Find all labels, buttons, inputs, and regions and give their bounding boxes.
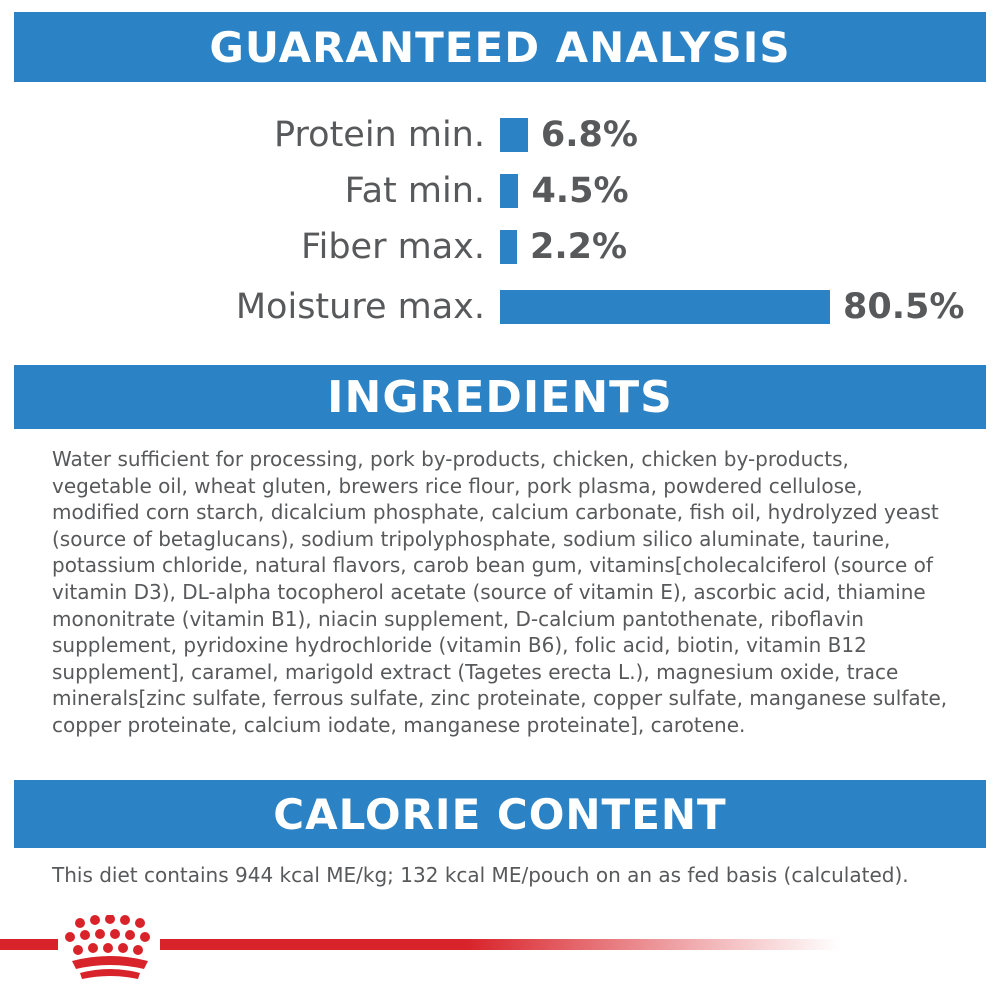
ingredients-list: Water sufficient for processing, pork by… (52, 447, 948, 737)
nutrient-label-fat-min: Fat min. (344, 171, 485, 211)
nutrient-value-protein-min: 6.8% (540, 115, 638, 155)
royal-canin-crown-icon (65, 915, 150, 979)
footer-stripe-right (160, 939, 840, 950)
ingredients-header: INGREDIENTS (14, 365, 986, 429)
nutrient-value-fat-min: 4.5% (531, 171, 629, 211)
nutrient-bar-fiber-max (500, 230, 517, 264)
nutrient-label-moisture-max: Moisture max. (235, 287, 485, 327)
nutrient-bar-protein-min (500, 118, 528, 152)
analysis-row-moisture-max: Moisture max. 80.5% (0, 282, 1000, 332)
nutrient-value-fiber-max: 2.2% (530, 227, 628, 267)
nutrient-value-moisture-max: 80.5% (843, 287, 965, 327)
analysis-row-fiber-max: Fiber max. 2.2% (0, 222, 1000, 272)
calorie-content-header: CALORIE CONTENT (14, 780, 986, 848)
analysis-row-protein-min: Protein min. 6.8% (0, 110, 1000, 160)
nutrient-label-protein-min: Protein min. (274, 115, 485, 155)
nutrient-label-fiber-max: Fiber max. (301, 227, 485, 267)
nutrient-bar-moisture-max (500, 290, 830, 324)
nutrient-bar-fat-min (500, 174, 519, 208)
calorie-content-text: This diet contains 944 kcal ME/kg; 132 k… (52, 863, 909, 887)
analysis-row-fat-min: Fat min. 4.5% (0, 166, 1000, 216)
footer-stripe-left (0, 939, 58, 950)
guaranteed-analysis-header: GUARANTEED ANALYSIS (14, 12, 986, 82)
